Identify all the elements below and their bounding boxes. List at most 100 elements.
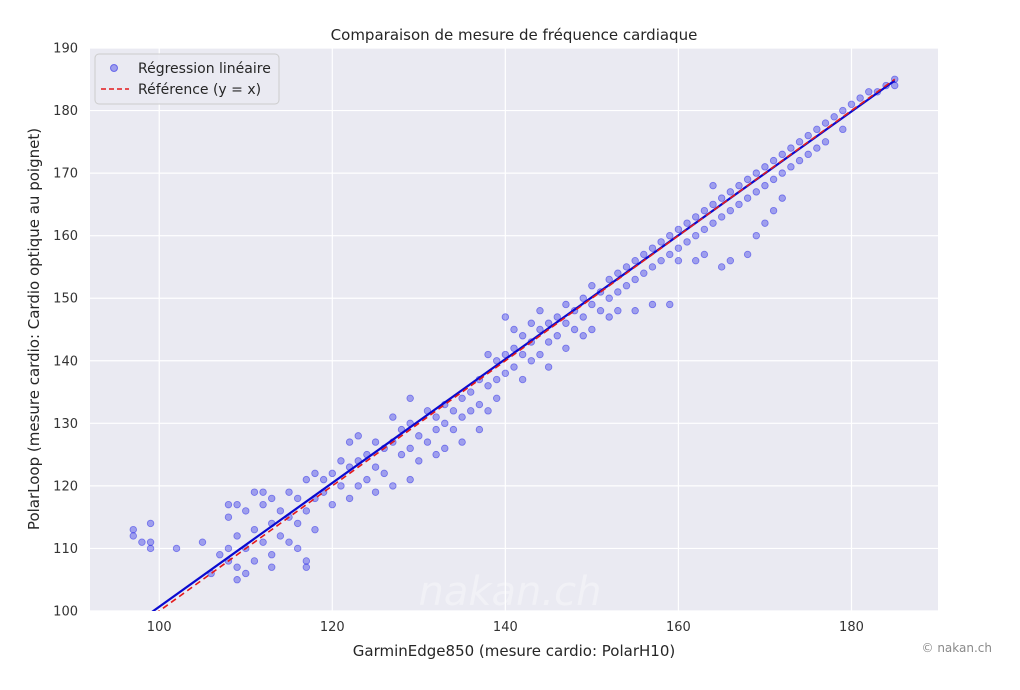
x-tick-label: 100 [147,620,172,635]
scatter-point [579,332,587,340]
scatter-point [804,131,812,140]
scatter-point [233,563,241,571]
scatter-point [467,388,475,396]
x-tick-label: 120 [320,620,345,635]
y-axis-label: PolarLoop (mesure cardio: Cardio optique… [25,128,43,530]
scatter-point [570,325,579,334]
scatter-point [302,563,311,571]
scatter-point [475,400,484,409]
scatter-point [441,419,449,428]
scatter-point [371,438,380,446]
scatter-point [224,500,233,509]
scatter-point [536,350,544,359]
scatter-point [415,457,423,465]
scatter-point [596,307,605,315]
scatter-point [146,544,155,553]
scatter-point [579,313,587,321]
scatter-point [259,500,267,509]
y-tick-label: 140 [53,354,78,369]
chart-title: Comparaison de mesure de fréquence cardi… [331,26,698,44]
scatter-point [648,263,657,271]
scatter-point [674,225,683,234]
x-axis-label: GarminEdge850 (mesure cardio: PolarH10) [353,642,675,660]
y-tick-label: 150 [53,292,78,307]
fit-lines [151,78,896,611]
scatter-point [865,88,873,96]
scatter-point [544,319,553,327]
scatter-point [544,363,553,371]
scatter-point [250,557,259,565]
scatter-point [224,513,233,521]
y-tick-label: 110 [53,542,78,557]
y-tick-label: 100 [53,605,78,620]
scatter-point [518,375,527,384]
scatter-point [285,488,293,496]
scatter-point [406,394,414,403]
scatter-point [216,551,224,559]
scatter-point [743,250,752,259]
scatter-point [233,576,241,584]
scatter-point [631,275,639,284]
scatter-point [631,307,639,315]
scatter-point [787,144,795,152]
scatter-point [640,269,648,277]
scatter-point [423,438,432,446]
scatter-point [717,194,726,202]
scatter-point [700,225,709,234]
scatter-point [891,81,899,90]
scatter-point [397,450,406,459]
scatter-point [293,494,302,503]
scatter-point [518,350,527,359]
scatter-point [726,188,735,196]
scatter-point [484,350,492,359]
scatter-point [588,300,596,309]
regression-line [151,79,896,611]
scatter-point [510,344,518,352]
scatter-point [709,200,717,209]
scatter-point [371,463,380,471]
scatter-point [492,394,501,403]
scatter-point [458,413,466,421]
scatter-point [242,569,250,578]
scatter-point [631,256,639,265]
scatter-point [614,269,622,277]
scatter-point [839,106,847,115]
scatter-point [475,425,484,434]
scatter-point [622,263,631,271]
scatter-point [769,175,778,184]
scatter-point [648,244,657,252]
scatter-point [276,532,285,540]
scatter-point [406,475,414,484]
scatter-point [510,325,518,334]
scatter-point [276,507,285,515]
scatter-point [242,507,250,515]
scatter-point [363,475,371,484]
scatter-point [354,482,362,490]
scatter-point [138,538,146,546]
scatter-point [328,500,336,509]
scatter-point [302,507,311,515]
scatter-point [657,238,665,246]
scatter-point [293,544,302,553]
scatter-point [311,525,319,534]
scatter-point [683,238,691,246]
scatter-point [778,150,786,159]
scatter-point [692,256,700,265]
scatter-point [527,357,536,365]
scatter-point [588,325,596,334]
scatter-point [666,250,674,259]
scatter-point [380,469,388,478]
scatter-point [700,250,709,259]
scatter-point [432,413,440,421]
scatter-point [743,175,752,184]
scatter-point [259,488,267,496]
scatter-point [605,313,613,321]
tick-labels: 100 120 140 160 180 100 110 120 130 140 150 160 170 1… [53,42,864,636]
scatter-point [345,494,354,503]
scatter-point [778,169,786,177]
scatter-point [458,438,466,446]
scatter-point [129,532,137,540]
scatter-point [769,206,778,215]
